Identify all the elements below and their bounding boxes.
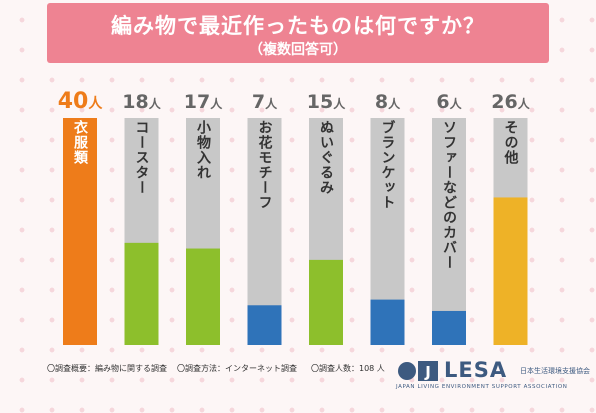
bar <box>309 259 343 345</box>
category-label: ぬいぐるみ <box>318 120 334 195</box>
data-label: 26人 <box>491 91 530 113</box>
data-label: 15人 <box>307 91 346 113</box>
chart-title: 編み物で最近作ったものは何ですか？ <box>111 14 485 38</box>
category-label: 衣服類 <box>72 119 89 165</box>
data-label: 6人 <box>436 91 462 113</box>
category-label: コースター <box>134 120 150 195</box>
title-banner: 編み物で最近作ったものは何ですか？ （複数回答可） <box>47 3 549 63</box>
category-label: ソファーなどのカバー <box>441 120 457 270</box>
data-label: 18人 <box>122 91 161 113</box>
brand-tagline-en: JAPAN LIVING ENVIRONMENT SUPPORT ASSOCIA… <box>396 384 568 390</box>
footer-method: 〇調査方法：インターネット調査 <box>177 364 297 373</box>
category-label: お花モチーフ <box>257 120 273 210</box>
bar-track <box>432 118 466 345</box>
brand-name: LESA <box>444 358 508 382</box>
data-label: 17人 <box>184 91 223 113</box>
data-label: 40人 <box>58 89 104 114</box>
bar <box>370 299 405 345</box>
bar <box>186 248 220 345</box>
bar <box>432 310 466 345</box>
category-label: 小物入れ <box>195 120 211 180</box>
data-label: 7人 <box>252 91 278 113</box>
brand-mark-icon: J <box>398 361 438 381</box>
brand-logo: J LESA 日本生活環境支援協会 JAPAN LIVING ENVIRONME… <box>396 358 590 392</box>
brand-tagline-jp: 日本生活環境支援協会 <box>520 367 590 375</box>
svg-text:J: J <box>424 363 431 381</box>
data-label: 8人 <box>375 91 401 113</box>
footer-overview: 〇調査概要：編み物に関する調査 <box>47 364 167 373</box>
bar <box>63 118 97 345</box>
bar <box>247 305 282 345</box>
footer-respondents: 〇調査人数：108 人 <box>311 364 385 373</box>
category-label: ブランケット <box>380 119 396 210</box>
category-label: その他 <box>503 120 520 165</box>
bar <box>493 197 528 345</box>
bar <box>124 242 159 345</box>
chart-subtitle: （複数回答可） <box>249 42 347 58</box>
